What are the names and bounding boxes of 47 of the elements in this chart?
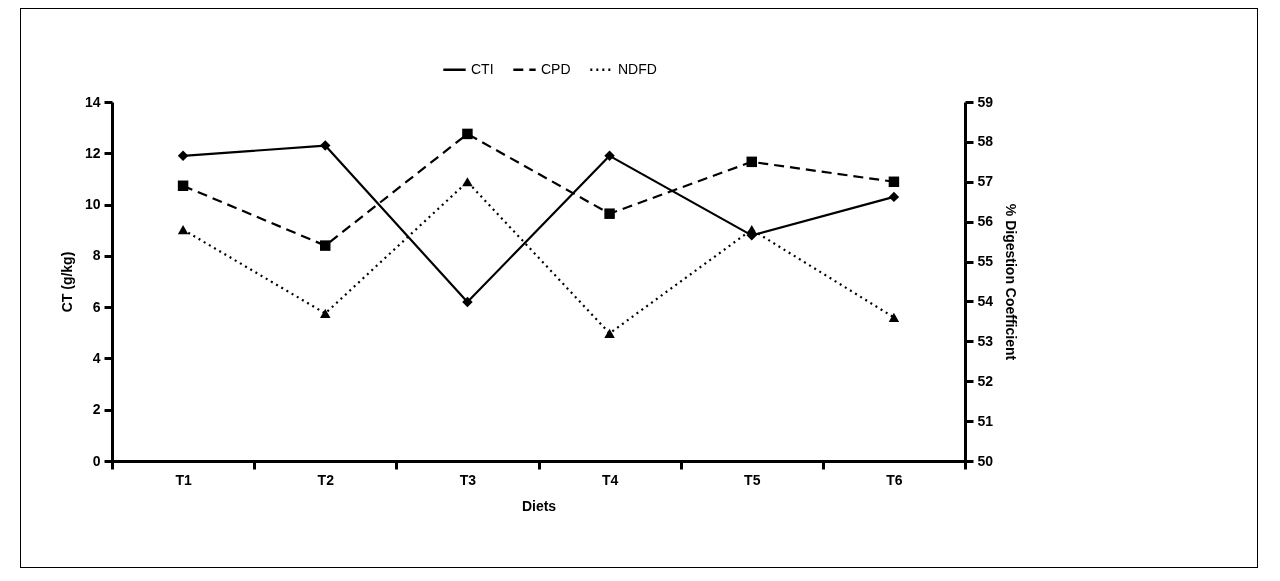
- y-tick-label: 8: [92, 247, 101, 264]
- point: [320, 240, 331, 251]
- y2-tick-label: 58: [977, 133, 994, 150]
- y-axis-title: CT (g/kg): [58, 251, 75, 313]
- y-tick-label: 4: [92, 349, 101, 366]
- point: [177, 150, 189, 162]
- y2-tick-label: 57: [977, 173, 994, 190]
- y2-axis-title: % Digestion Coefficient: [1003, 203, 1020, 361]
- x-tick-label: T6: [886, 471, 903, 488]
- point: [462, 128, 473, 140]
- point: [604, 150, 615, 162]
- y2-tick-label: 53: [977, 332, 994, 349]
- point: [177, 180, 189, 192]
- y-tick-label: 6: [92, 298, 101, 315]
- x-axis-title: Diets: [521, 497, 557, 514]
- y-tick-label: 0: [92, 452, 101, 469]
- legend-label: CTI: [471, 60, 494, 77]
- y2-tick-label: 55: [977, 253, 994, 270]
- x-tick-label: T3: [459, 471, 477, 488]
- y-tick-label: 12: [84, 144, 101, 161]
- x-tick-label: T5: [744, 471, 761, 488]
- y2-tick-label: 50: [977, 452, 994, 469]
- x-tick-label: T1: [175, 471, 192, 488]
- point: [462, 296, 473, 308]
- point: [746, 225, 757, 235]
- y2-tick-label: 59: [977, 93, 994, 110]
- y2-tick-label: 52: [977, 372, 994, 389]
- y-tick-label: 10: [84, 196, 101, 213]
- point: [320, 140, 331, 151]
- point: [320, 308, 331, 318]
- x-tick-label: T2: [317, 471, 335, 488]
- point: [177, 225, 189, 235]
- point: [888, 191, 900, 203]
- point: [888, 312, 900, 322]
- y-tick-label: 14: [84, 93, 101, 110]
- point: [462, 177, 473, 187]
- legend-label: NDFD: [618, 60, 657, 77]
- x-tick-label: T4: [601, 471, 619, 488]
- y2-tick-label: 51: [977, 412, 994, 429]
- point: [888, 176, 900, 188]
- y2-tick-label: 56: [977, 213, 994, 230]
- point: [604, 328, 615, 338]
- point: [604, 208, 615, 219]
- y-tick-label: 2: [92, 401, 101, 418]
- point: [746, 156, 757, 168]
- y2-tick-label: 54: [977, 292, 994, 309]
- legend-label: CPD: [541, 60, 571, 77]
